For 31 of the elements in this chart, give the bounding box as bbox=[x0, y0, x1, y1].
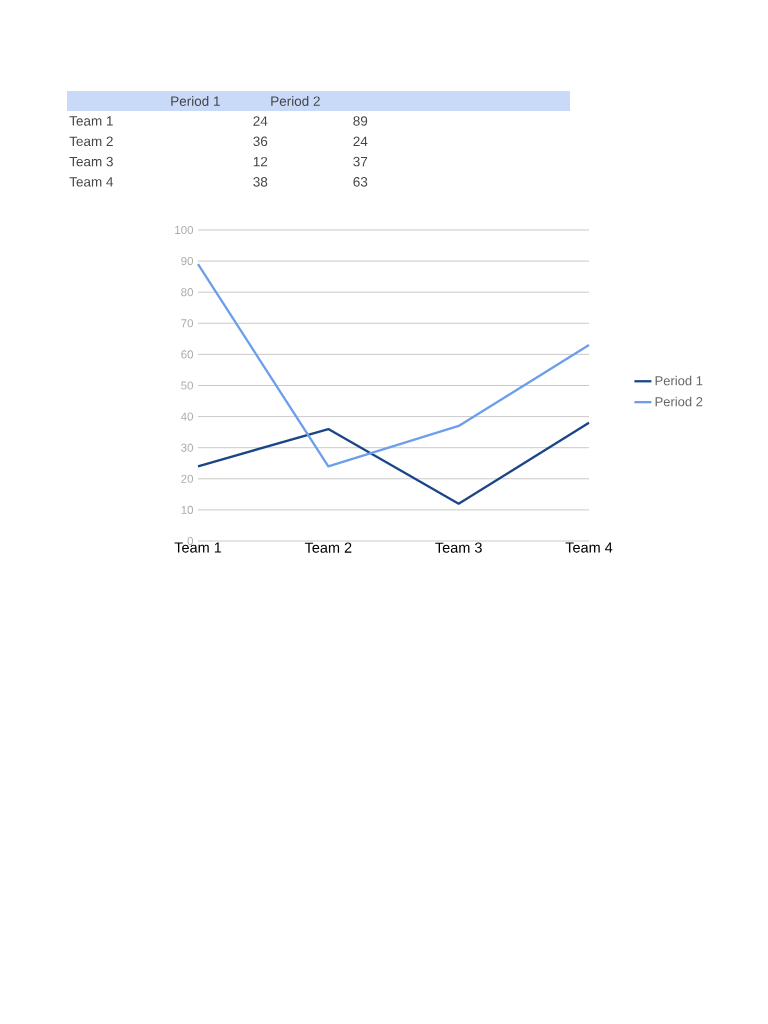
data-label: 24 bbox=[353, 136, 368, 146]
data-label: 89 bbox=[353, 116, 368, 126]
data-label: 12 bbox=[253, 156, 268, 167]
category-label: Team 4 bbox=[69, 177, 114, 187]
y-tick-label: 100 bbox=[175, 225, 194, 235]
text: Period 2 bbox=[271, 96, 320, 106]
line-series bbox=[196, 263, 591, 468]
y-tick-label: 70 bbox=[181, 319, 194, 328]
category-label: Team 3 bbox=[69, 156, 113, 167]
category-label: Team 1 bbox=[69, 116, 113, 126]
data-label: 37 bbox=[353, 156, 368, 167]
line-series bbox=[196, 421, 591, 505]
y-tick-label: 30 bbox=[181, 443, 194, 452]
y-tick-label: 20 bbox=[181, 474, 194, 483]
legend-label: Period 2 bbox=[655, 396, 703, 407]
x-tick-label: Team 2 bbox=[304, 542, 352, 553]
y-tick-label: 80 bbox=[181, 288, 194, 297]
category-label: Team 2 bbox=[69, 136, 113, 147]
data-label: 24 bbox=[253, 116, 268, 126]
data-label: 36 bbox=[253, 136, 268, 147]
data-label: 38 bbox=[253, 177, 268, 187]
x-tick-label: Team 4 bbox=[565, 542, 613, 553]
x-tick-label: Team 3 bbox=[435, 542, 482, 553]
legend-label: Period 1 bbox=[655, 375, 703, 386]
y-tick-label: 40 bbox=[180, 412, 194, 421]
y-tick-label: 60 bbox=[181, 350, 194, 359]
y-tick-label: 10 bbox=[181, 505, 194, 514]
text: Period 1 bbox=[171, 96, 220, 106]
y-tick-label: 50 bbox=[181, 381, 194, 390]
y-tick-label: 90 bbox=[181, 257, 194, 266]
data-label: 63 bbox=[353, 177, 368, 187]
